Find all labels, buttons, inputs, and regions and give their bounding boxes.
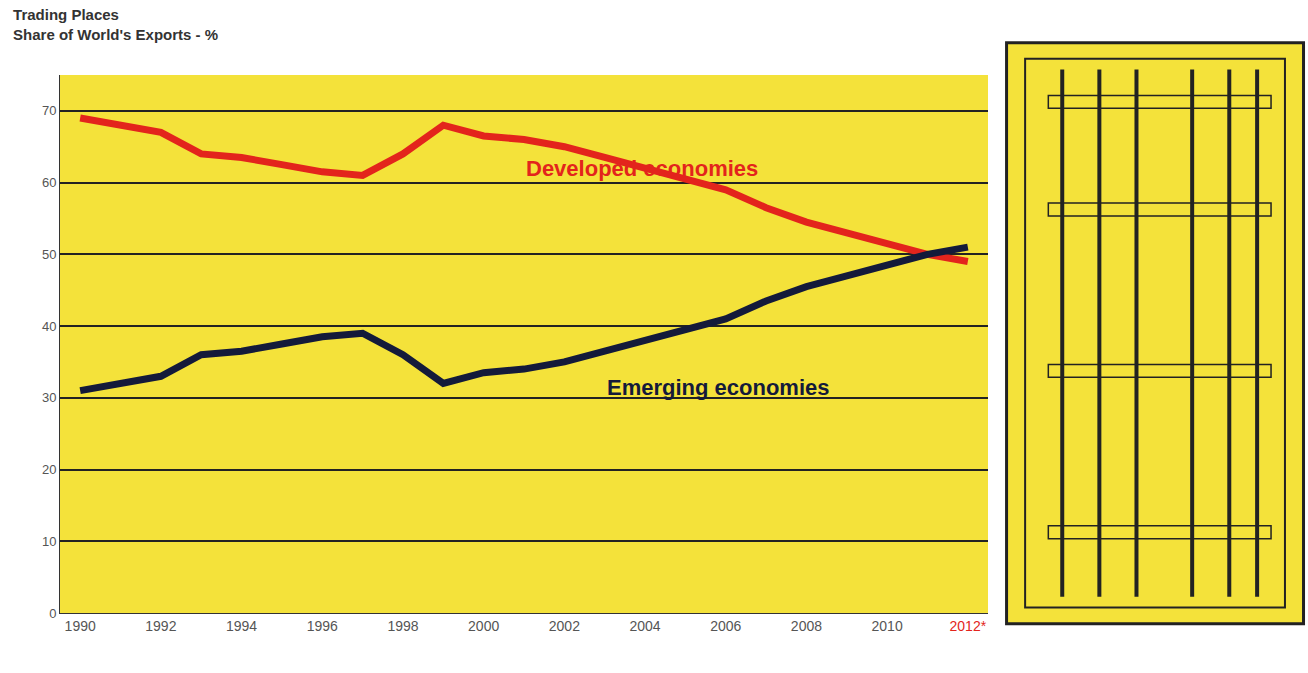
svg-text:1990: 1990 <box>65 618 96 634</box>
svg-text:2008: 2008 <box>791 618 822 634</box>
svg-text:2012*: 2012* <box>950 618 987 634</box>
svg-text:1998: 1998 <box>387 618 418 634</box>
svg-text:50: 50 <box>42 247 56 262</box>
svg-text:70: 70 <box>42 103 56 118</box>
svg-text:1996: 1996 <box>307 618 338 634</box>
svg-text:10: 10 <box>42 534 56 549</box>
svg-text:2000: 2000 <box>468 618 499 634</box>
svg-text:1992: 1992 <box>145 618 176 634</box>
svg-text:2010: 2010 <box>872 618 903 634</box>
svg-text:2004: 2004 <box>629 618 660 634</box>
svg-text:0: 0 <box>49 606 56 621</box>
svg-text:60: 60 <box>42 175 56 190</box>
svg-text:1994: 1994 <box>226 618 257 634</box>
svg-text:20: 20 <box>42 462 56 477</box>
svg-text:Emerging economies: Emerging economies <box>607 375 830 400</box>
svg-text:40: 40 <box>42 319 56 334</box>
svg-text:Developed economies: Developed economies <box>526 156 758 181</box>
svg-text:30: 30 <box>42 390 56 405</box>
svg-text:Trading PlacesShare of World's: Trading PlacesShare of World's Exports -… <box>13 6 218 43</box>
svg-text:2006: 2006 <box>710 618 741 634</box>
svg-text:2002: 2002 <box>549 618 580 634</box>
